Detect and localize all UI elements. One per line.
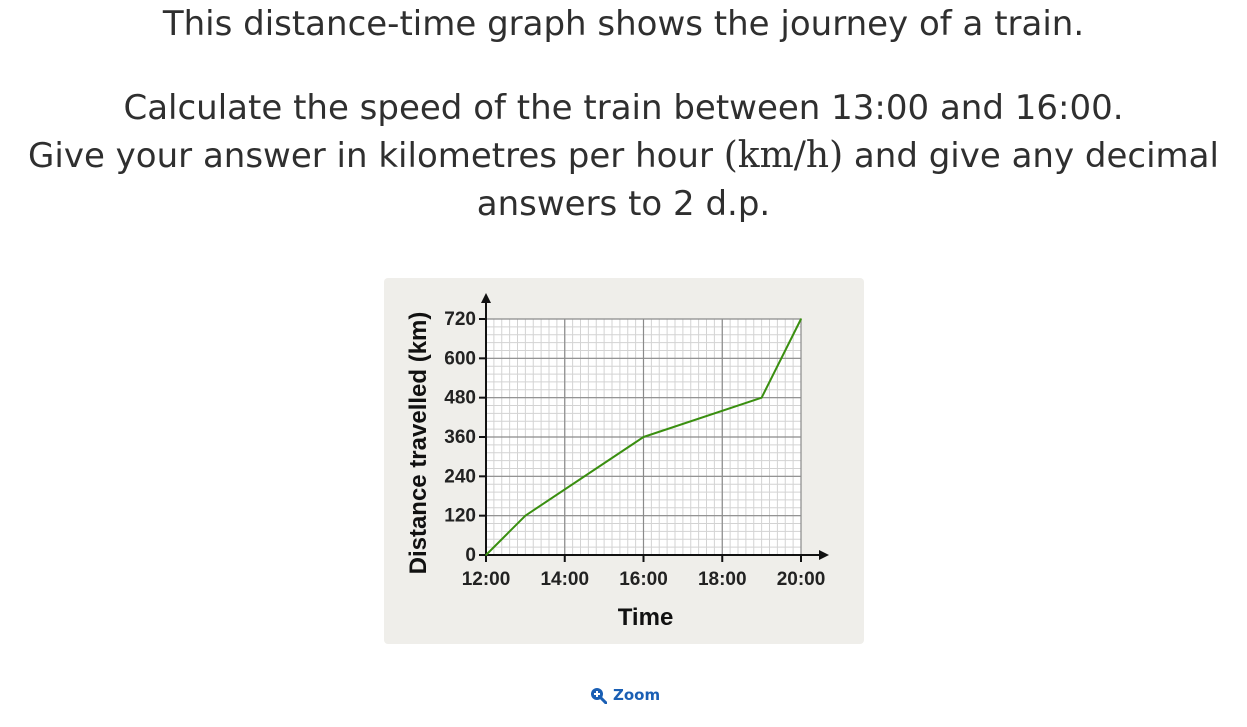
distance-time-chart: 0 120 240 360 480 600 720 12:00 14:00 16:00 18:00 2… [405,293,829,631]
data-point [800,318,802,320]
zoom-label: Zoom [613,686,661,704]
y-tick-label: 240 [444,466,476,487]
y-tick-label: 720 [444,309,476,330]
y-tick-label: 120 [444,506,476,527]
x-tick-label: 18:00 [698,569,747,590]
zoom-button[interactable]: Zoom [590,686,660,704]
chart-card: 0 120 240 360 480 600 720 12:00 14:00 16:00 18:00 2… [384,278,864,644]
question-line-3: Give your answer in kilometres per hour … [0,132,1247,180]
x-tick-label: 12:00 [462,569,511,590]
x-tick-label: 20:00 [777,569,826,590]
question-intro: This distance-time graph shows the journ… [0,0,1247,48]
data-point [642,436,645,438]
x-axis-title: Time [618,604,674,631]
question-line-4: answers to 2 d.p. [476,184,771,224]
data-point [760,396,763,399]
y-tick-label: 480 [444,388,476,409]
y-tick-label: 0 [465,545,476,566]
question-line-3-suffix: and give any decimal [843,136,1219,176]
y-axis-arrow [481,293,491,303]
data-point [485,554,487,556]
zoom-in-icon [591,687,607,704]
y-axis-title: Distance travelled (km) [405,312,432,575]
question-line-2: Calculate the speed of the train between… [123,88,1124,128]
x-tick-label: 14:00 [540,569,589,590]
x-axis-arrow [819,550,829,560]
question-line-3-prefix: Give your answer in kilometres per hour [28,136,724,176]
y-tick-label: 600 [444,348,476,369]
x-tick-label: 16:00 [619,569,668,590]
question-prompt: Calculate the speed of the train between… [0,84,1247,228]
units-math: (km/h) [723,135,844,176]
question-line-1: This distance-time graph shows the journ… [162,4,1085,44]
y-tick-label: 360 [444,427,476,448]
data-point [524,514,527,517]
